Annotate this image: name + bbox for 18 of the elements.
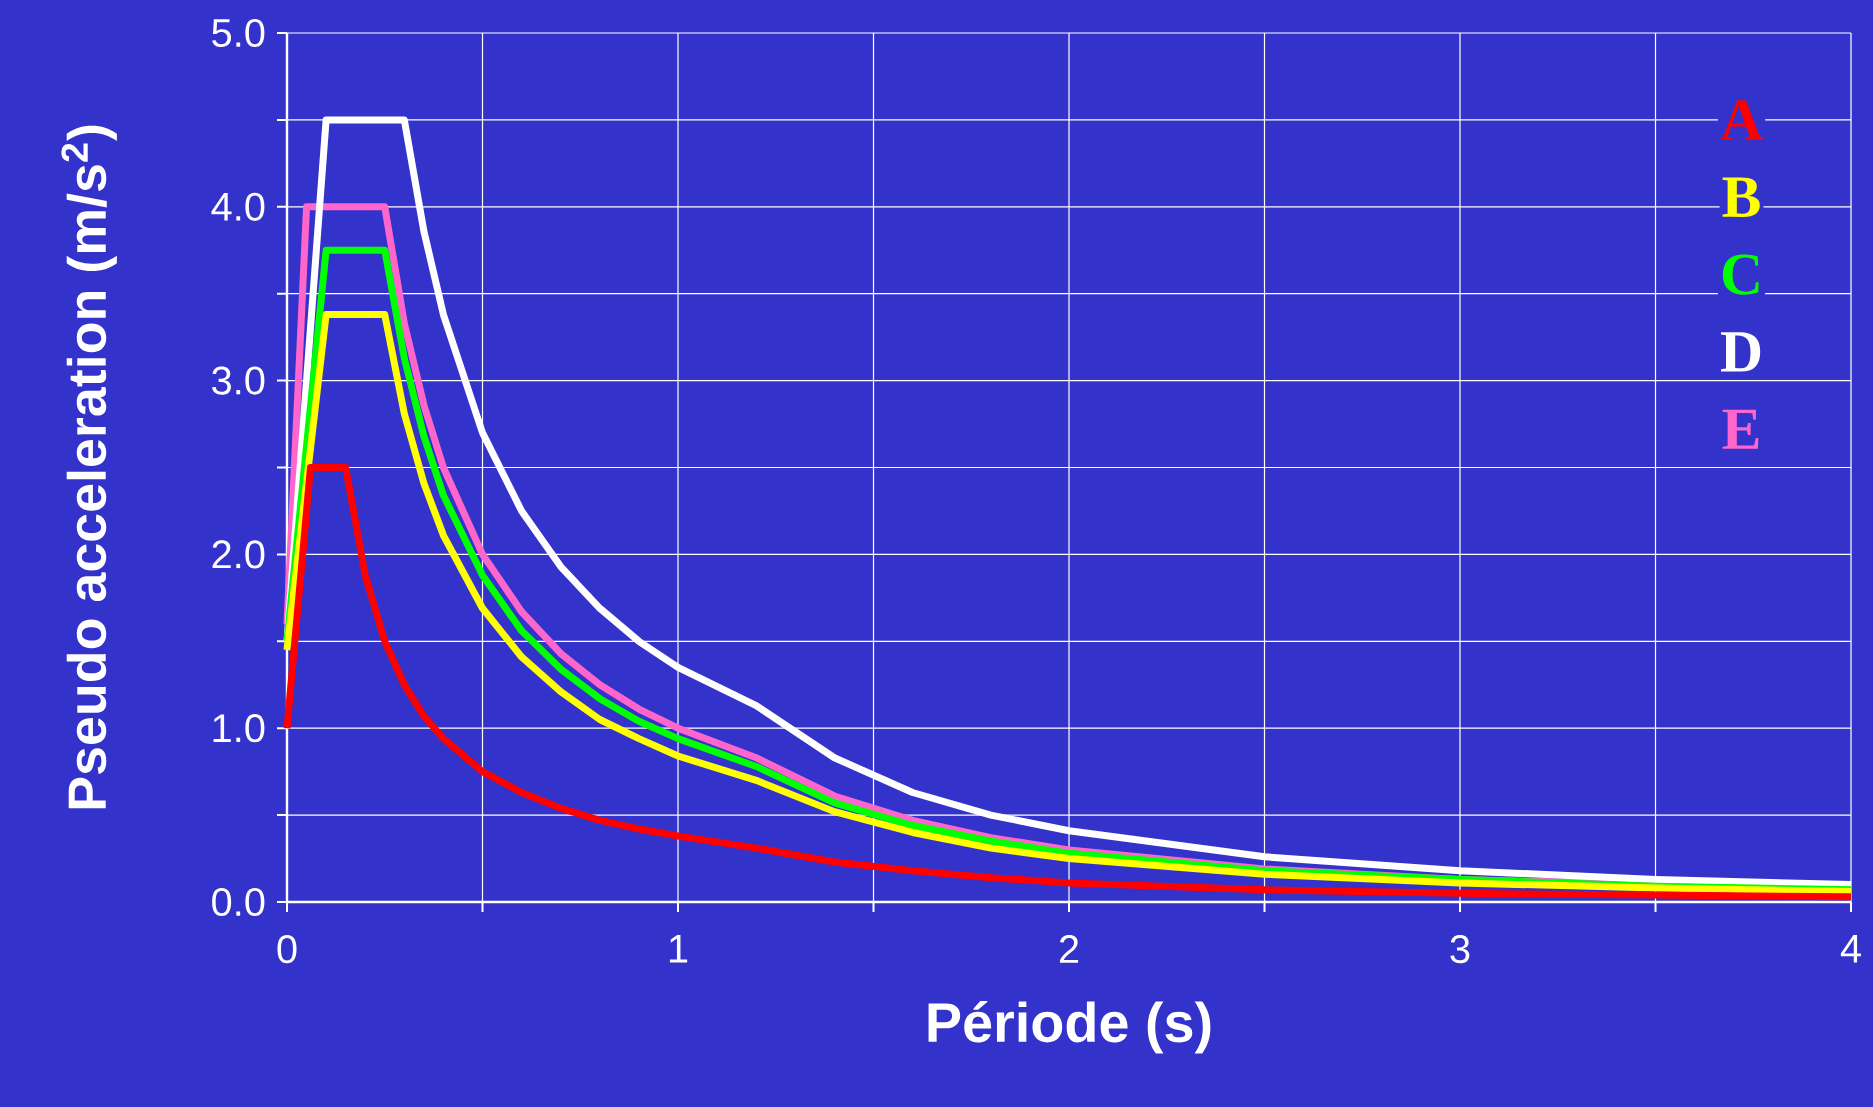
y-tick-label: 2.0 <box>212 540 265 569</box>
y-tick-label: 5.0 <box>212 18 265 48</box>
text: B <box>1722 177 1760 217</box>
x-tick-label: 1 <box>669 935 688 963</box>
x-tick-label: 0 <box>277 935 297 964</box>
y-tick-label: 0.0 <box>212 887 265 917</box>
x-tick-label: 3 <box>1450 935 1470 964</box>
text: C <box>1722 254 1759 295</box>
x-tick-label: 2 <box>1059 935 1079 963</box>
text: E <box>1722 409 1759 449</box>
y-tick-label: 4.0 <box>211 192 265 221</box>
y-tick-label: 1.0 <box>213 714 265 743</box>
y-tick-label: 3.0 <box>212 366 265 395</box>
x-tick-label: 4 <box>1840 935 1861 963</box>
y-axis-title: Pseudo acceleration (m/s$^{2}$) <box>61 125 117 809</box>
text: A <box>1720 100 1763 140</box>
text: D <box>1721 332 1761 372</box>
x-axis-title: Période (s) <box>928 1000 1211 1054</box>
